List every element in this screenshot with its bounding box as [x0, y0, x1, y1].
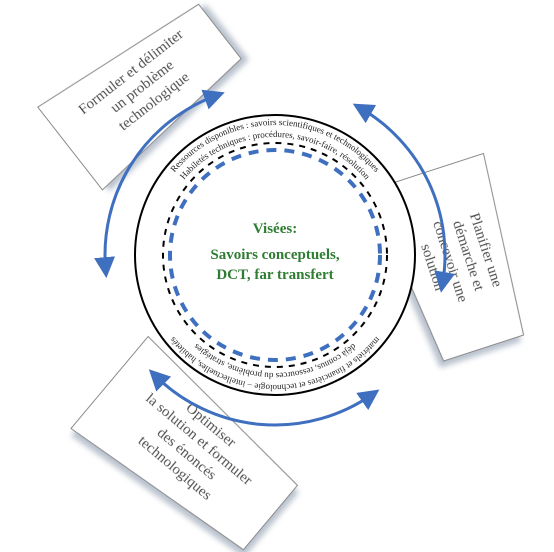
- center-title: Visées:: [253, 221, 297, 237]
- center-line: DCT, far transfert: [216, 267, 333, 283]
- center-line: Savoirs conceptuels,: [210, 247, 339, 263]
